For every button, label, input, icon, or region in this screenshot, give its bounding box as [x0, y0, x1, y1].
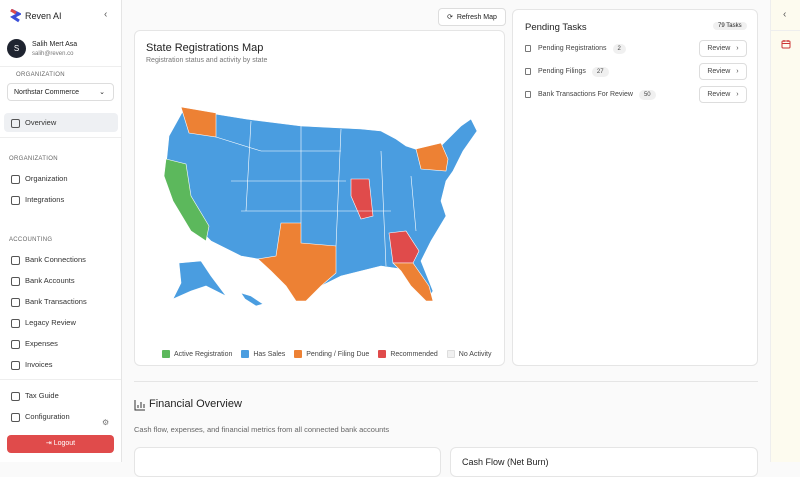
- chevron: ›: [736, 91, 739, 98]
- task-label: Pending Filings: [538, 68, 586, 75]
- legend-item: Pending / Filing Due: [294, 350, 369, 358]
- nav-item[interactable]: Tax Guide: [4, 386, 118, 405]
- nav-item[interactable]: Bank Connections: [4, 250, 118, 269]
- review-text: Review: [707, 45, 731, 52]
- org-label: ORGANIZATION: [16, 72, 65, 78]
- us-map: [163, 106, 478, 307]
- calendar-icon[interactable]: [781, 39, 791, 49]
- review-button[interactable]: Review ›: [699, 86, 747, 103]
- tasks-title: Pending Tasks: [525, 22, 587, 33]
- task-icon: [525, 67, 531, 75]
- legend-item: Recommended: [378, 350, 438, 358]
- state-fl: [392, 262, 434, 302]
- refresh-button[interactable]: ⟳ Refresh Map: [438, 8, 506, 26]
- review-text: Review: [707, 68, 731, 75]
- state-il: [350, 178, 374, 220]
- state-ca: [163, 158, 210, 242]
- state-ny: [415, 142, 449, 172]
- state-hi: [240, 292, 264, 307]
- nav-section: ORGANIZATION: [9, 156, 58, 162]
- legend-item: No Activity: [446, 350, 492, 358]
- card-title: Cash Flow (Net Burn): [462, 457, 549, 467]
- refresh-text: Refresh Map: [456, 14, 497, 21]
- legend-swatch: [241, 350, 250, 358]
- task-count: 2: [612, 44, 626, 54]
- task-count: 50: [638, 90, 656, 100]
- task-label: Pending Registrations: [538, 45, 607, 52]
- brand: Reven AI: [25, 11, 62, 21]
- financial-subtitle: Cash flow, expenses, and financial metri…: [134, 425, 390, 434]
- sidebar: Reven AI ‹ S Salih Mert Asa salih@reven.…: [0, 0, 122, 462]
- nav-item[interactable]: Integrations: [4, 190, 118, 209]
- nav-item[interactable]: Expenses: [4, 334, 118, 353]
- org-select-text: Northstar Commerce: [14, 89, 79, 96]
- settings-icon[interactable]: ⚙: [102, 418, 110, 427]
- nav-item[interactable]: Overview: [4, 113, 118, 132]
- tasks-badge: 79 Tasks: [713, 22, 747, 30]
- state-ak: [172, 260, 227, 300]
- expand[interactable]: ‹: [783, 9, 787, 20]
- nav-item[interactable]: Invoices: [4, 355, 118, 374]
- state-ga: [388, 230, 420, 264]
- task-count: 27: [591, 67, 609, 77]
- task-row: Pending Registrations 2 Review ›: [525, 40, 747, 58]
- review-button[interactable]: Review ›: [699, 63, 747, 80]
- collapse[interactable]: ‹: [104, 9, 108, 20]
- chevron: ›: [736, 45, 739, 52]
- chevron: ›: [736, 68, 739, 75]
- legend-swatch: [294, 350, 303, 358]
- metric-card: [134, 447, 441, 477]
- nav-item[interactable]: Bank Accounts: [4, 271, 118, 290]
- legend: Active Registration Has Sales Pending / Fi…: [162, 345, 500, 363]
- right-rail: ‹: [770, 0, 800, 462]
- legend-label: Recommended: [390, 350, 438, 358]
- divider: [771, 30, 800, 31]
- user-email: salih@reven.co: [32, 51, 74, 57]
- nav-section: ACCOUNTING: [9, 237, 53, 243]
- map-subtitle: Registration status and activity by stat…: [146, 57, 268, 64]
- financial-title: Financial Overview: [149, 398, 242, 410]
- task-icon: [525, 44, 531, 52]
- divider: [0, 379, 121, 380]
- map-title: State Registrations Map: [146, 42, 264, 54]
- legend-label: Has Sales: [253, 350, 286, 358]
- divider: [0, 66, 121, 67]
- nav-item[interactable]: Organization: [4, 169, 118, 188]
- task-icon: [525, 90, 531, 98]
- state-tx: [257, 222, 337, 302]
- logout-text: Logout: [53, 440, 76, 447]
- logo: [10, 9, 21, 23]
- chart-icon: [134, 400, 145, 411]
- nav-item[interactable]: Configuration: [4, 407, 118, 426]
- nav-item[interactable]: Legacy Review: [4, 313, 118, 332]
- task-row: Pending Filings 27 Review ›: [525, 63, 747, 81]
- legend-label: No Activity: [458, 350, 492, 358]
- map-card: State Registrations Map Registration sta…: [134, 30, 505, 366]
- nav-item[interactable]: Bank Transactions: [4, 292, 118, 311]
- divider: [134, 381, 758, 382]
- review-button[interactable]: Review ›: [699, 40, 747, 57]
- legend-label: Pending / Filing Due: [306, 350, 370, 358]
- avatar: S: [7, 39, 26, 58]
- org-select[interactable]: Northstar Commerce ⌄: [7, 83, 114, 101]
- legend-item: Active Registration: [162, 350, 232, 358]
- divider: [0, 137, 121, 138]
- legend-item: Has Sales: [241, 350, 285, 358]
- user-name: Salih Mert Asa: [32, 41, 78, 48]
- legend-swatch: [378, 350, 387, 358]
- legend-label: Active Registration: [174, 350, 233, 358]
- legend-swatch: [162, 350, 170, 358]
- logout-button[interactable]: ⇥ Logout: [7, 435, 114, 453]
- task-row: Bank Transactions For Review 50 Review ›: [525, 86, 747, 104]
- review-text: Review: [707, 91, 731, 98]
- tasks-card: Pending Tasks 79 Tasks Pending Registrat…: [512, 9, 758, 366]
- task-label: Bank Transactions For Review: [538, 91, 633, 98]
- metric-card: Cash Flow (Net Burn): [450, 447, 758, 477]
- state-borders: [215, 120, 417, 267]
- legend-swatch: [446, 350, 455, 358]
